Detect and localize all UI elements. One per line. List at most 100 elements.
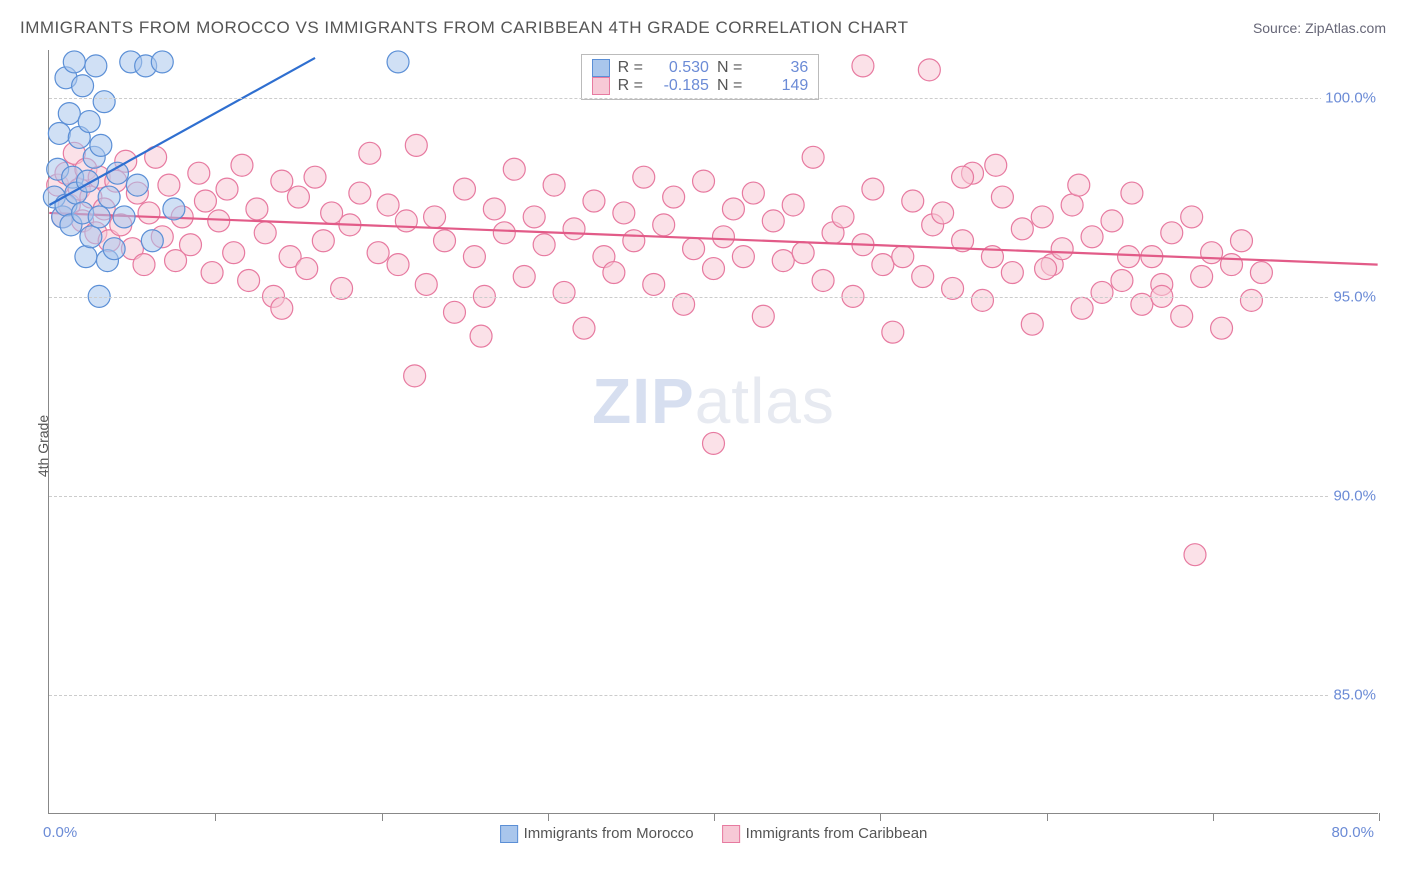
data-point — [194, 190, 216, 212]
data-point — [1184, 544, 1206, 566]
data-point — [246, 198, 268, 220]
data-point — [852, 55, 874, 77]
data-point — [1221, 254, 1243, 276]
data-point — [1118, 246, 1140, 268]
data-point — [1011, 218, 1033, 240]
data-point — [991, 186, 1013, 208]
data-point — [223, 242, 245, 264]
data-point — [553, 281, 575, 303]
data-point — [752, 305, 774, 327]
data-point — [892, 246, 914, 268]
s1-n-value: 36 — [750, 59, 808, 77]
data-point — [138, 202, 160, 224]
data-point — [1181, 206, 1203, 228]
data-point — [367, 242, 389, 264]
data-point — [832, 206, 854, 228]
data-point — [703, 432, 725, 454]
data-point — [1201, 242, 1223, 264]
data-point — [643, 273, 665, 295]
data-point — [985, 154, 1007, 176]
legend-item-s1: Immigrants from Morocco — [500, 825, 694, 843]
data-point — [1081, 226, 1103, 248]
data-point — [772, 250, 794, 272]
data-point — [603, 262, 625, 284]
data-point — [732, 246, 754, 268]
data-point — [151, 51, 173, 73]
data-point — [387, 254, 409, 276]
data-point — [1121, 182, 1143, 204]
data-point — [106, 162, 128, 184]
bottom-legend: Immigrants from Morocco Immigrants from … — [500, 825, 928, 843]
swatch-s1 — [592, 59, 610, 77]
data-point — [78, 111, 100, 133]
chart-header: IMMIGRANTS FROM MOROCCO VS IMMIGRANTS FR… — [20, 18, 1386, 38]
data-point — [862, 178, 884, 200]
data-point — [296, 258, 318, 280]
data-point — [85, 55, 107, 77]
data-point — [287, 186, 309, 208]
data-point — [722, 198, 744, 220]
legend-item-s2: Immigrants from Caribbean — [722, 825, 928, 843]
data-point — [623, 230, 645, 252]
data-point — [1230, 230, 1252, 252]
data-point — [1021, 313, 1043, 335]
data-point — [543, 174, 565, 196]
s1-r-value: 0.530 — [651, 59, 709, 77]
data-point — [523, 206, 545, 228]
data-point — [48, 122, 70, 144]
data-point — [1191, 266, 1213, 288]
data-point — [1061, 194, 1083, 216]
data-point — [75, 246, 97, 268]
y-tick-label: 85.0% — [1329, 686, 1380, 703]
data-point — [712, 226, 734, 248]
data-point — [872, 254, 894, 276]
x-tick — [714, 813, 715, 821]
data-point — [802, 146, 824, 168]
data-point — [415, 273, 437, 295]
data-point — [231, 154, 253, 176]
data-point — [1240, 289, 1262, 311]
data-point — [792, 242, 814, 264]
data-point — [573, 317, 595, 339]
data-point — [533, 234, 555, 256]
data-point — [405, 134, 427, 156]
data-point — [271, 297, 293, 319]
data-point — [72, 75, 94, 97]
data-point — [812, 270, 834, 292]
swatch-s1-icon — [500, 825, 518, 843]
data-point — [463, 246, 485, 268]
data-point — [503, 158, 525, 180]
data-point — [113, 206, 135, 228]
swatch-s2-icon — [722, 825, 740, 843]
data-point — [742, 182, 764, 204]
gridline — [49, 496, 1378, 497]
data-point — [782, 194, 804, 216]
data-point — [483, 198, 505, 220]
y-tick-label: 95.0% — [1329, 288, 1380, 305]
data-point — [377, 194, 399, 216]
x-tick — [382, 813, 383, 821]
data-point — [180, 234, 202, 256]
data-point — [1068, 174, 1090, 196]
data-point — [158, 174, 180, 196]
data-point — [63, 51, 85, 73]
data-point — [387, 51, 409, 73]
data-point — [1035, 258, 1057, 280]
x-tick — [1047, 813, 1048, 821]
data-point — [613, 202, 635, 224]
x-tick — [1379, 813, 1380, 821]
data-point — [93, 91, 115, 113]
data-point — [693, 170, 715, 192]
data-point — [1031, 206, 1053, 228]
plot-area: ZIPatlas R = 0.530 N = 36 R = -0.185 N =… — [48, 50, 1378, 814]
data-point — [188, 162, 210, 184]
data-point — [141, 230, 163, 252]
data-point — [254, 222, 276, 244]
s2-n-value: 149 — [750, 77, 808, 95]
gridline — [49, 297, 1378, 298]
data-point — [444, 301, 466, 323]
data-point — [238, 270, 260, 292]
data-point — [90, 134, 112, 156]
data-point — [1001, 262, 1023, 284]
data-point — [762, 210, 784, 232]
